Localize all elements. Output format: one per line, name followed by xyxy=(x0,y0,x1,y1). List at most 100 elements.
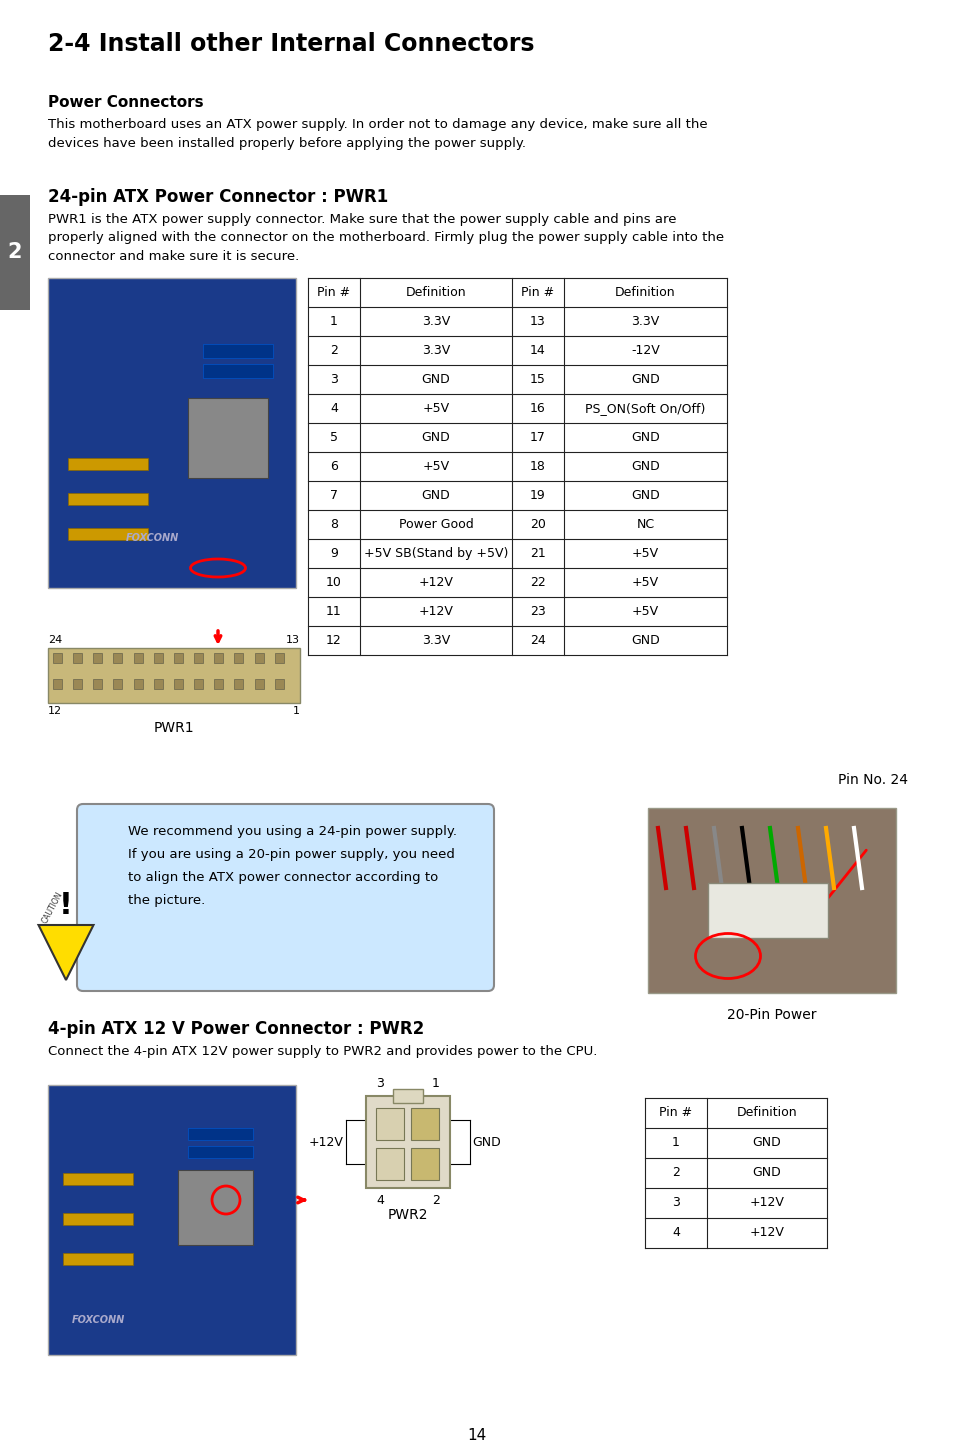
Text: Definition: Definition xyxy=(405,286,466,299)
Text: +5V: +5V xyxy=(631,547,659,560)
Text: +12V: +12V xyxy=(749,1196,783,1210)
Bar xyxy=(274,680,284,690)
Text: 20: 20 xyxy=(530,518,545,531)
Bar xyxy=(214,653,223,664)
Bar xyxy=(178,1170,253,1244)
Text: +5V: +5V xyxy=(631,576,659,590)
Text: Pin #: Pin # xyxy=(659,1106,692,1119)
Text: Definition: Definition xyxy=(736,1106,797,1119)
Text: GND: GND xyxy=(421,431,450,444)
Text: 24: 24 xyxy=(530,635,545,648)
Text: 12: 12 xyxy=(48,706,62,716)
Bar xyxy=(194,680,203,690)
Text: 1: 1 xyxy=(671,1137,679,1150)
Text: 1: 1 xyxy=(293,706,299,716)
Bar xyxy=(254,680,263,690)
Text: GND: GND xyxy=(631,431,659,444)
Text: Power Good: Power Good xyxy=(398,518,473,531)
Text: -12V: -12V xyxy=(631,344,659,357)
Text: 10: 10 xyxy=(326,576,341,590)
Text: 2: 2 xyxy=(671,1166,679,1179)
Text: 19: 19 xyxy=(530,489,545,502)
Text: GND: GND xyxy=(752,1137,781,1150)
Text: 14: 14 xyxy=(530,344,545,357)
FancyBboxPatch shape xyxy=(366,1096,450,1188)
Bar xyxy=(707,883,827,938)
Text: +12V: +12V xyxy=(418,605,453,619)
Text: 23: 23 xyxy=(530,605,545,619)
Text: GND: GND xyxy=(631,635,659,648)
Bar xyxy=(53,680,62,690)
Text: 4: 4 xyxy=(330,402,337,415)
Bar xyxy=(393,1089,422,1104)
Text: GND: GND xyxy=(421,489,450,502)
Bar xyxy=(254,653,263,664)
Text: 4: 4 xyxy=(375,1194,383,1207)
Bar xyxy=(274,653,284,664)
Text: GND: GND xyxy=(631,460,659,473)
Bar xyxy=(48,648,299,703)
Bar xyxy=(234,680,243,690)
Text: 18: 18 xyxy=(530,460,545,473)
Text: GND: GND xyxy=(631,489,659,502)
Bar xyxy=(93,653,102,664)
Text: +12V: +12V xyxy=(309,1135,344,1149)
Text: 6: 6 xyxy=(330,460,337,473)
Text: 16: 16 xyxy=(530,402,545,415)
FancyBboxPatch shape xyxy=(77,804,494,992)
Bar xyxy=(0,195,30,309)
Text: 2: 2 xyxy=(330,344,337,357)
Bar xyxy=(188,1128,253,1140)
Text: GND: GND xyxy=(421,373,450,386)
Bar xyxy=(375,1108,403,1140)
Bar xyxy=(93,680,102,690)
Text: NC: NC xyxy=(636,518,654,531)
Bar xyxy=(68,457,148,470)
Text: 13: 13 xyxy=(286,635,299,645)
Text: GND: GND xyxy=(472,1135,500,1149)
Text: 3.3V: 3.3V xyxy=(421,344,450,357)
Text: 4-pin ATX 12 V Power Connector : PWR2: 4-pin ATX 12 V Power Connector : PWR2 xyxy=(48,1019,424,1038)
Text: Connect the 4-pin ATX 12V power supply to PWR2 and provides power to the CPU.: Connect the 4-pin ATX 12V power supply t… xyxy=(48,1045,597,1059)
Text: CAUTION: CAUTION xyxy=(40,890,65,925)
Bar xyxy=(113,653,122,664)
Text: PS_ON(Soft On/Off): PS_ON(Soft On/Off) xyxy=(585,402,705,415)
Text: 2-4 Install other Internal Connectors: 2-4 Install other Internal Connectors xyxy=(48,32,534,57)
Text: 5: 5 xyxy=(330,431,337,444)
Text: 13: 13 xyxy=(530,315,545,328)
Bar xyxy=(173,653,183,664)
Text: 14: 14 xyxy=(467,1427,486,1442)
Text: PWR1 is the ATX power supply connector. Make sure that the power supply cable an: PWR1 is the ATX power supply connector. … xyxy=(48,213,723,263)
Bar xyxy=(647,807,895,993)
Text: 15: 15 xyxy=(530,373,545,386)
Bar xyxy=(173,680,183,690)
Bar xyxy=(63,1173,132,1185)
Bar xyxy=(203,364,273,378)
Text: 3: 3 xyxy=(330,373,337,386)
Text: PWR1: PWR1 xyxy=(153,722,194,735)
Bar xyxy=(203,344,273,359)
Text: FOXCONN: FOXCONN xyxy=(125,533,178,543)
Bar xyxy=(214,680,223,690)
Text: +5V: +5V xyxy=(422,402,449,415)
Bar xyxy=(411,1149,438,1180)
Polygon shape xyxy=(38,925,93,980)
Text: 4: 4 xyxy=(671,1227,679,1240)
Bar xyxy=(194,653,203,664)
Text: 3: 3 xyxy=(375,1077,383,1090)
Bar xyxy=(153,653,163,664)
Text: We recommend you using a 24-pin power supply.
If you are using a 20-pin power su: We recommend you using a 24-pin power su… xyxy=(128,825,456,908)
Text: 8: 8 xyxy=(330,518,337,531)
Text: 24-pin ATX Power Connector : PWR1: 24-pin ATX Power Connector : PWR1 xyxy=(48,187,388,206)
Text: 24: 24 xyxy=(48,635,62,645)
Bar xyxy=(411,1108,438,1140)
Text: 2: 2 xyxy=(8,242,22,263)
Text: !: ! xyxy=(59,892,72,921)
Text: 22: 22 xyxy=(530,576,545,590)
Text: 7: 7 xyxy=(330,489,337,502)
Text: FOXCONN: FOXCONN xyxy=(71,1316,125,1326)
Text: 2: 2 xyxy=(432,1194,439,1207)
Bar xyxy=(153,680,163,690)
Bar xyxy=(73,653,82,664)
Text: +12V: +12V xyxy=(749,1227,783,1240)
